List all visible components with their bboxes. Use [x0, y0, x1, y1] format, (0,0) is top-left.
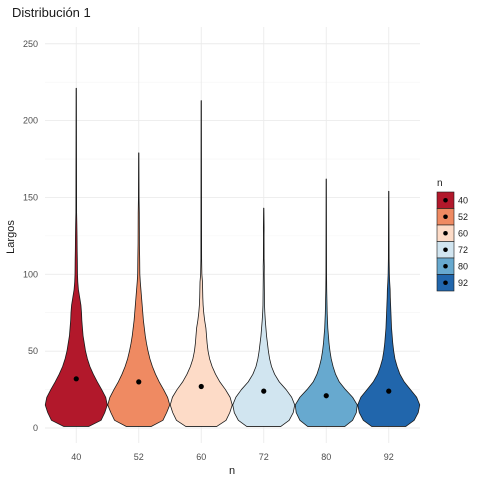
violin-60	[169, 100, 233, 427]
y-tick-label: 150	[23, 192, 38, 202]
x-tick-label: 80	[321, 452, 331, 462]
legend-title: n	[437, 178, 443, 189]
y-tick-label: 50	[28, 346, 38, 356]
legend-key-dot	[443, 280, 448, 286]
legend-key-dot	[443, 247, 448, 253]
legend-label-52: 52	[458, 212, 468, 222]
y-tick-label: 0	[33, 423, 38, 433]
y-tick-label: 200	[23, 116, 38, 126]
mean-point-60	[198, 383, 204, 390]
x-tick-label: 92	[384, 452, 394, 462]
x-tick-label: 40	[71, 452, 81, 462]
x-tick-label: 60	[196, 452, 206, 462]
x-tick-label: 72	[259, 452, 269, 462]
violin-72	[232, 207, 296, 427]
mean-point-92	[386, 388, 392, 394]
legend-key-dot	[443, 197, 448, 203]
y-axis-ticks: 0 50 100 150 200 250	[23, 39, 38, 433]
legend-label-40: 40	[458, 195, 468, 205]
legend-label-72: 72	[458, 245, 468, 255]
violin-40	[44, 87, 108, 427]
legend-label-80: 80	[458, 261, 468, 271]
violin-52	[107, 152, 171, 427]
legend-label-92: 92	[458, 278, 468, 288]
legend-key-dot	[443, 263, 448, 269]
x-axis-title: n	[229, 465, 235, 477]
legend-key-dot	[443, 230, 448, 236]
legend-key-dot	[443, 214, 448, 220]
mean-point-40	[73, 376, 79, 382]
violin-80	[294, 178, 358, 427]
grid	[45, 27, 420, 443]
mean-point-72	[261, 388, 267, 394]
mean-point-52	[136, 379, 142, 385]
y-tick-label: 250	[23, 39, 38, 49]
violin-92	[357, 190, 421, 427]
mean-point-80	[323, 393, 329, 399]
x-tick-label: 52	[134, 452, 144, 462]
y-axis-title: Largos	[5, 220, 17, 254]
chart-title: Distribución 1	[12, 5, 91, 20]
y-tick-label: 100	[23, 269, 38, 279]
legend-label-60: 60	[458, 228, 468, 238]
violins	[44, 87, 421, 427]
legend: n 40 52 60 72 80 92	[436, 178, 468, 292]
x-axis-ticks: 40 52 60 72 80 92	[71, 452, 394, 462]
